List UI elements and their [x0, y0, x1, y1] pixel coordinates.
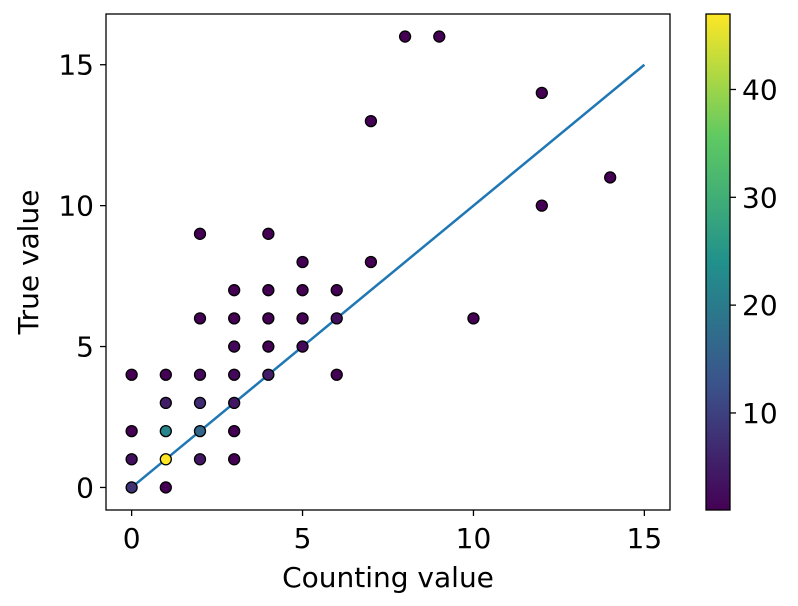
data-point	[364, 114, 378, 128]
y-tick-label: 5	[76, 331, 94, 364]
data-point	[262, 284, 275, 297]
data-point	[296, 312, 309, 325]
data-point	[330, 312, 343, 325]
x-axis-label: Counting value	[282, 561, 494, 594]
x-tick-label: 15	[627, 522, 663, 555]
data-point	[262, 312, 275, 325]
data-point	[467, 312, 480, 325]
data-point	[159, 396, 172, 410]
data-point	[193, 368, 207, 381]
data-point	[262, 340, 275, 353]
y-axis: 0 5 10 15	[58, 49, 106, 504]
data-point	[330, 368, 343, 381]
data-point	[193, 312, 207, 325]
data-point	[296, 340, 309, 353]
data-point	[125, 481, 138, 494]
data-point	[228, 312, 241, 325]
data-point	[398, 30, 412, 43]
data-point	[193, 227, 207, 240]
y-axis-label: True value	[12, 190, 45, 336]
data-point	[433, 30, 446, 43]
data-point	[159, 424, 172, 438]
x-tick-label: 10	[456, 522, 492, 555]
data-point	[193, 424, 207, 438]
data-point	[228, 453, 241, 466]
data-point	[159, 453, 172, 466]
plot-area	[105, 13, 671, 511]
data-point	[604, 171, 617, 184]
data-point	[125, 368, 138, 381]
x-tick-label: 5	[294, 522, 312, 555]
data-point	[228, 340, 241, 353]
y-tick-label: 10	[58, 190, 94, 223]
data-point	[228, 284, 241, 297]
x-axis: 0 5 10 15	[123, 510, 662, 555]
data-point	[228, 368, 241, 381]
data-point	[193, 396, 207, 410]
colorbar: 10 20 30 40	[705, 13, 778, 511]
colorbar-tick-label: 10	[742, 397, 778, 430]
data-point	[296, 284, 309, 297]
data-point	[228, 424, 241, 438]
plot-frame	[105, 13, 671, 511]
data-point	[159, 481, 172, 494]
data-point	[193, 453, 207, 466]
data-point	[262, 368, 275, 381]
data-point	[364, 255, 378, 269]
data-point	[296, 255, 309, 269]
data-point	[535, 199, 548, 212]
reference-line	[130, 63, 646, 489]
colorbar-tick-label: 40	[742, 73, 778, 106]
x-tick-label: 0	[123, 522, 141, 555]
data-point	[262, 227, 275, 240]
data-point	[125, 424, 138, 438]
colorbar-tick-label: 30	[742, 181, 778, 214]
colorbar-gradient	[705, 13, 731, 511]
data-point	[159, 368, 172, 381]
y-tick-label: 15	[58, 49, 94, 82]
data-point	[535, 86, 548, 100]
data-point	[330, 284, 343, 297]
y-tick-label: 0	[76, 471, 94, 504]
colorbar-tick-label: 20	[742, 289, 778, 322]
data-point	[228, 396, 241, 410]
data-point	[125, 453, 138, 466]
